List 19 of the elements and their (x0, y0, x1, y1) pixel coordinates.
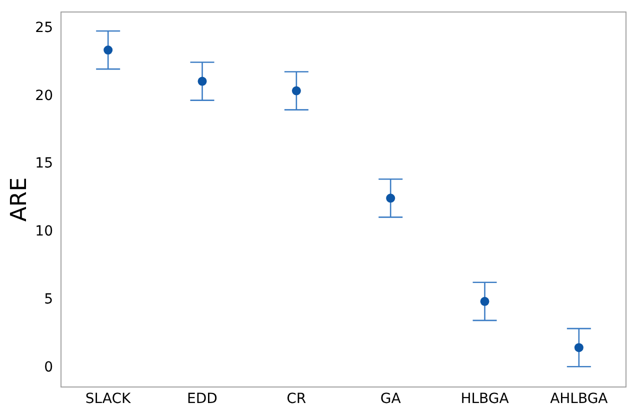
y-tick-label: 25 (35, 20, 53, 36)
point (292, 86, 301, 96)
x-tick-label: EDD (187, 391, 218, 404)
y-tick-label: 10 (35, 224, 53, 240)
x-tick-label: AHLBGA (550, 391, 608, 404)
x-tick-label: GA (380, 391, 402, 404)
y-tick-label: 0 (44, 360, 53, 376)
y-tick-label: 5 (44, 292, 53, 308)
point (480, 296, 490, 306)
x-tick-label: SLACK (85, 391, 132, 404)
point (386, 194, 396, 203)
x-tick-label: CR (286, 391, 306, 404)
y-tick-label: 15 (35, 156, 53, 172)
point (104, 46, 113, 55)
point (198, 76, 207, 86)
x-tick-label: HLBGA (460, 391, 510, 404)
point (574, 343, 584, 352)
y-tick-label: 20 (35, 88, 53, 104)
y-axis-title: ARE (7, 177, 32, 222)
